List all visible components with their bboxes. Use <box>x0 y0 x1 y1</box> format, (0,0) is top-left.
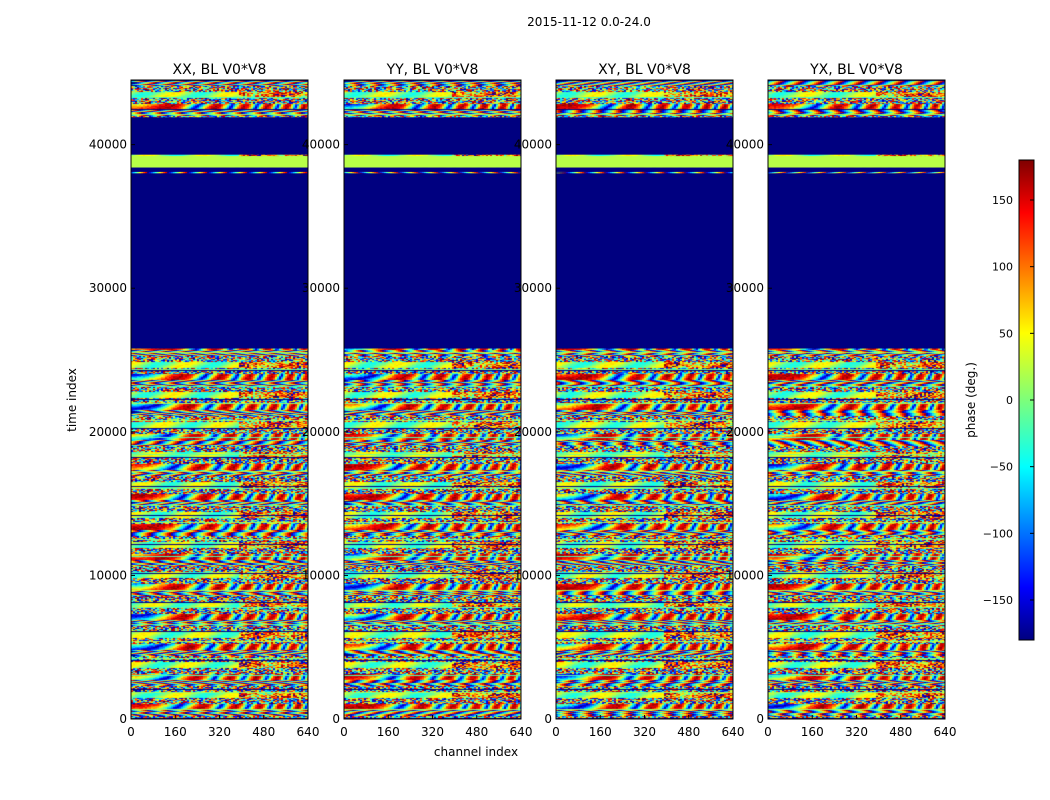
panel-title: YX, BL V0*V8 <box>809 62 903 78</box>
x-tick-label: 320 <box>208 725 231 739</box>
figure-suptitle: 2015-11-12 0.0-24.0 <box>527 15 651 29</box>
x-tick-label: 640 <box>934 725 957 739</box>
no-data-band <box>556 117 733 155</box>
x-tick-label: 160 <box>377 725 400 739</box>
y-tick-label: 30000 <box>514 281 552 295</box>
y-tick-label: 0 <box>756 712 764 726</box>
y-tick-label: 20000 <box>726 425 764 439</box>
no-data-band <box>131 173 308 349</box>
x-tick-label: 320 <box>845 725 868 739</box>
colorbar: 150 100 50 0 −50 −100 −150 phase (deg.) <box>964 159 1035 641</box>
colorbar-tick-label: 150 <box>992 194 1013 207</box>
colorbar-tick-label: −150 <box>983 594 1013 607</box>
y-axis-label: time index <box>65 368 79 432</box>
y-tick-label: 20000 <box>89 425 127 439</box>
panels: XX, BL V0*V8 0 160 320 480 640 0 10000 20000 3000… <box>89 62 957 739</box>
y-tick-label: 40000 <box>89 138 127 152</box>
no-data-band <box>556 167 733 172</box>
colorbar-tick-label: 0 <box>1006 394 1013 407</box>
flat-phase-band <box>556 156 733 168</box>
y-tick-label: 0 <box>332 712 340 726</box>
y-tick-label: 10000 <box>514 568 552 582</box>
y-tick-label: 40000 <box>726 138 764 152</box>
y-tick-label: 10000 <box>726 568 764 582</box>
x-tick-label: 640 <box>297 725 320 739</box>
panel-4: YX, BL V0*V8 0 160 320 480 640 0 10000 20000 3000… <box>726 62 957 739</box>
x-tick-label: 0 <box>764 725 772 739</box>
colorbar-tick-label: −50 <box>990 461 1013 474</box>
colorbar-tick-label: −100 <box>983 527 1013 540</box>
y-tick-label: 10000 <box>302 568 340 582</box>
x-tick-label: 160 <box>801 725 824 739</box>
y-tick-label: 40000 <box>514 138 552 152</box>
colorbar-tick-label: 50 <box>999 327 1013 340</box>
x-tick-label: 0 <box>552 725 560 739</box>
x-tick-label: 0 <box>340 725 348 739</box>
x-tick-label: 480 <box>889 725 912 739</box>
x-tick-label: 160 <box>589 725 612 739</box>
x-tick-label: 480 <box>465 725 488 739</box>
y-tick-label: 0 <box>119 712 127 726</box>
no-data-band <box>768 173 945 349</box>
x-tick-label: 480 <box>252 725 275 739</box>
y-tick-label: 30000 <box>302 281 340 295</box>
y-tick-label: 30000 <box>726 281 764 295</box>
x-tick-label: 0 <box>127 725 135 739</box>
no-data-band <box>556 173 733 349</box>
panel-2: YY, BL V0*V8 0 160 320 480 640 0 10000 20000 3000… <box>302 62 533 739</box>
panel-title: XX, BL V0*V8 <box>173 62 267 78</box>
no-data-band <box>131 167 308 172</box>
colorbar-label: phase (deg.) <box>964 362 978 438</box>
flat-phase-band <box>344 156 521 168</box>
y-tick-label: 40000 <box>302 138 340 152</box>
panel-title: YY, BL V0*V8 <box>386 62 479 78</box>
x-tick-label: 640 <box>510 725 533 739</box>
x-axis-label: channel index <box>434 745 518 759</box>
no-data-band <box>768 167 945 172</box>
colorbar-tick-label: 100 <box>992 261 1013 274</box>
x-tick-label: 480 <box>677 725 700 739</box>
x-tick-label: 320 <box>633 725 656 739</box>
y-tick-label: 20000 <box>302 425 340 439</box>
y-tick-label: 0 <box>544 712 552 726</box>
y-tick-label: 30000 <box>89 281 127 295</box>
colorbar-ticks: 150 100 50 0 −50 −100 −150 <box>983 194 1034 607</box>
panel-3: XY, BL V0*V8 0 160 320 480 640 0 10000 20000 3000… <box>514 62 745 739</box>
panel-title: XY, BL V0*V8 <box>598 62 691 78</box>
x-tick-label: 160 <box>164 725 187 739</box>
flat-phase-band <box>768 156 945 168</box>
x-tick-label: 320 <box>421 725 444 739</box>
no-data-band <box>344 167 521 172</box>
no-data-band <box>131 117 308 155</box>
panel-1: XX, BL V0*V8 0 160 320 480 640 0 10000 20000 3000… <box>89 62 320 739</box>
no-data-band <box>344 117 521 155</box>
x-tick-label: 640 <box>722 725 745 739</box>
flat-phase-band <box>131 156 308 168</box>
no-data-band <box>344 173 521 349</box>
y-tick-label: 10000 <box>89 568 127 582</box>
y-tick-label: 20000 <box>514 425 552 439</box>
no-data-band <box>768 117 945 155</box>
